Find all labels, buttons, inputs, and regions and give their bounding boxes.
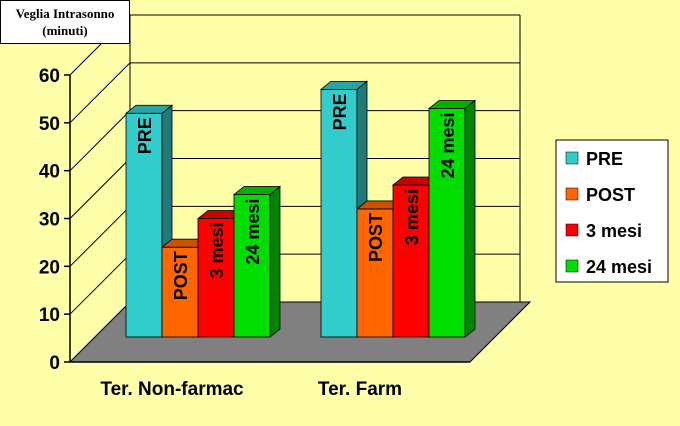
y-tick-label: 20 bbox=[39, 257, 60, 278]
bar-data-label: 3 mesi bbox=[402, 189, 422, 245]
x-category-label: Ter. Non-farmac bbox=[100, 379, 244, 400]
bar-top bbox=[319, 80, 369, 90]
bar-front bbox=[125, 112, 163, 338]
y-tick-label: 30 bbox=[39, 210, 60, 231]
y-tick-label: 0 bbox=[49, 353, 60, 374]
gridline-side bbox=[69, 205, 131, 267]
legend-label: 24 mesi bbox=[586, 257, 652, 277]
bar-data-label: 3 mesi bbox=[207, 223, 227, 279]
legend-label: POST bbox=[586, 185, 635, 205]
gridline-side bbox=[69, 158, 131, 219]
legend-swatch bbox=[565, 259, 579, 273]
chart-title-box: Veglia Intrasonno (minuti) bbox=[0, 0, 130, 44]
bar-front bbox=[233, 194, 271, 338]
legend-label: PRE bbox=[586, 149, 623, 169]
x-category-label: Ter. Farm bbox=[318, 379, 402, 400]
bar-data-label: POST bbox=[171, 251, 191, 300]
bar-front bbox=[320, 88, 358, 338]
legend-label: 3 mesi bbox=[586, 221, 642, 241]
bar-top bbox=[427, 100, 477, 109]
legend-swatch bbox=[565, 223, 579, 237]
bar-data-label: 24 mesi bbox=[438, 112, 458, 178]
chart-title: Veglia Intrasonno bbox=[15, 6, 115, 21]
bar-data-label: POST bbox=[366, 213, 386, 262]
bar-front bbox=[197, 218, 235, 338]
gridline-side bbox=[69, 62, 131, 124]
bar-side bbox=[464, 99, 476, 338]
bar-24-mesi bbox=[232, 185, 282, 338]
bar-data-label: 24 mesi bbox=[243, 199, 263, 265]
bar-front bbox=[392, 184, 430, 338]
legend-swatch bbox=[565, 187, 579, 201]
bar-data-label: PRE bbox=[330, 93, 350, 130]
y-tick-label: 50 bbox=[39, 114, 60, 135]
legend-swatch bbox=[565, 151, 579, 165]
bar-24-mesi bbox=[427, 99, 477, 338]
bar-front bbox=[356, 208, 394, 338]
bar-front bbox=[161, 246, 199, 338]
y-tick-label: 40 bbox=[39, 162, 60, 183]
y-tick-label: 60 bbox=[39, 66, 60, 87]
chart-subtitle: (minuti) bbox=[42, 23, 88, 38]
bar-top bbox=[124, 104, 174, 114]
gridline-side bbox=[69, 110, 131, 172]
legend: PRE POST 3 mesi 24 mesi bbox=[555, 139, 669, 283]
y-tick-label: 10 bbox=[39, 305, 60, 326]
bar-data-label: PRE bbox=[135, 117, 155, 154]
gridline-side bbox=[69, 253, 131, 315]
bar-top bbox=[232, 186, 282, 195]
bar-side bbox=[269, 185, 281, 338]
